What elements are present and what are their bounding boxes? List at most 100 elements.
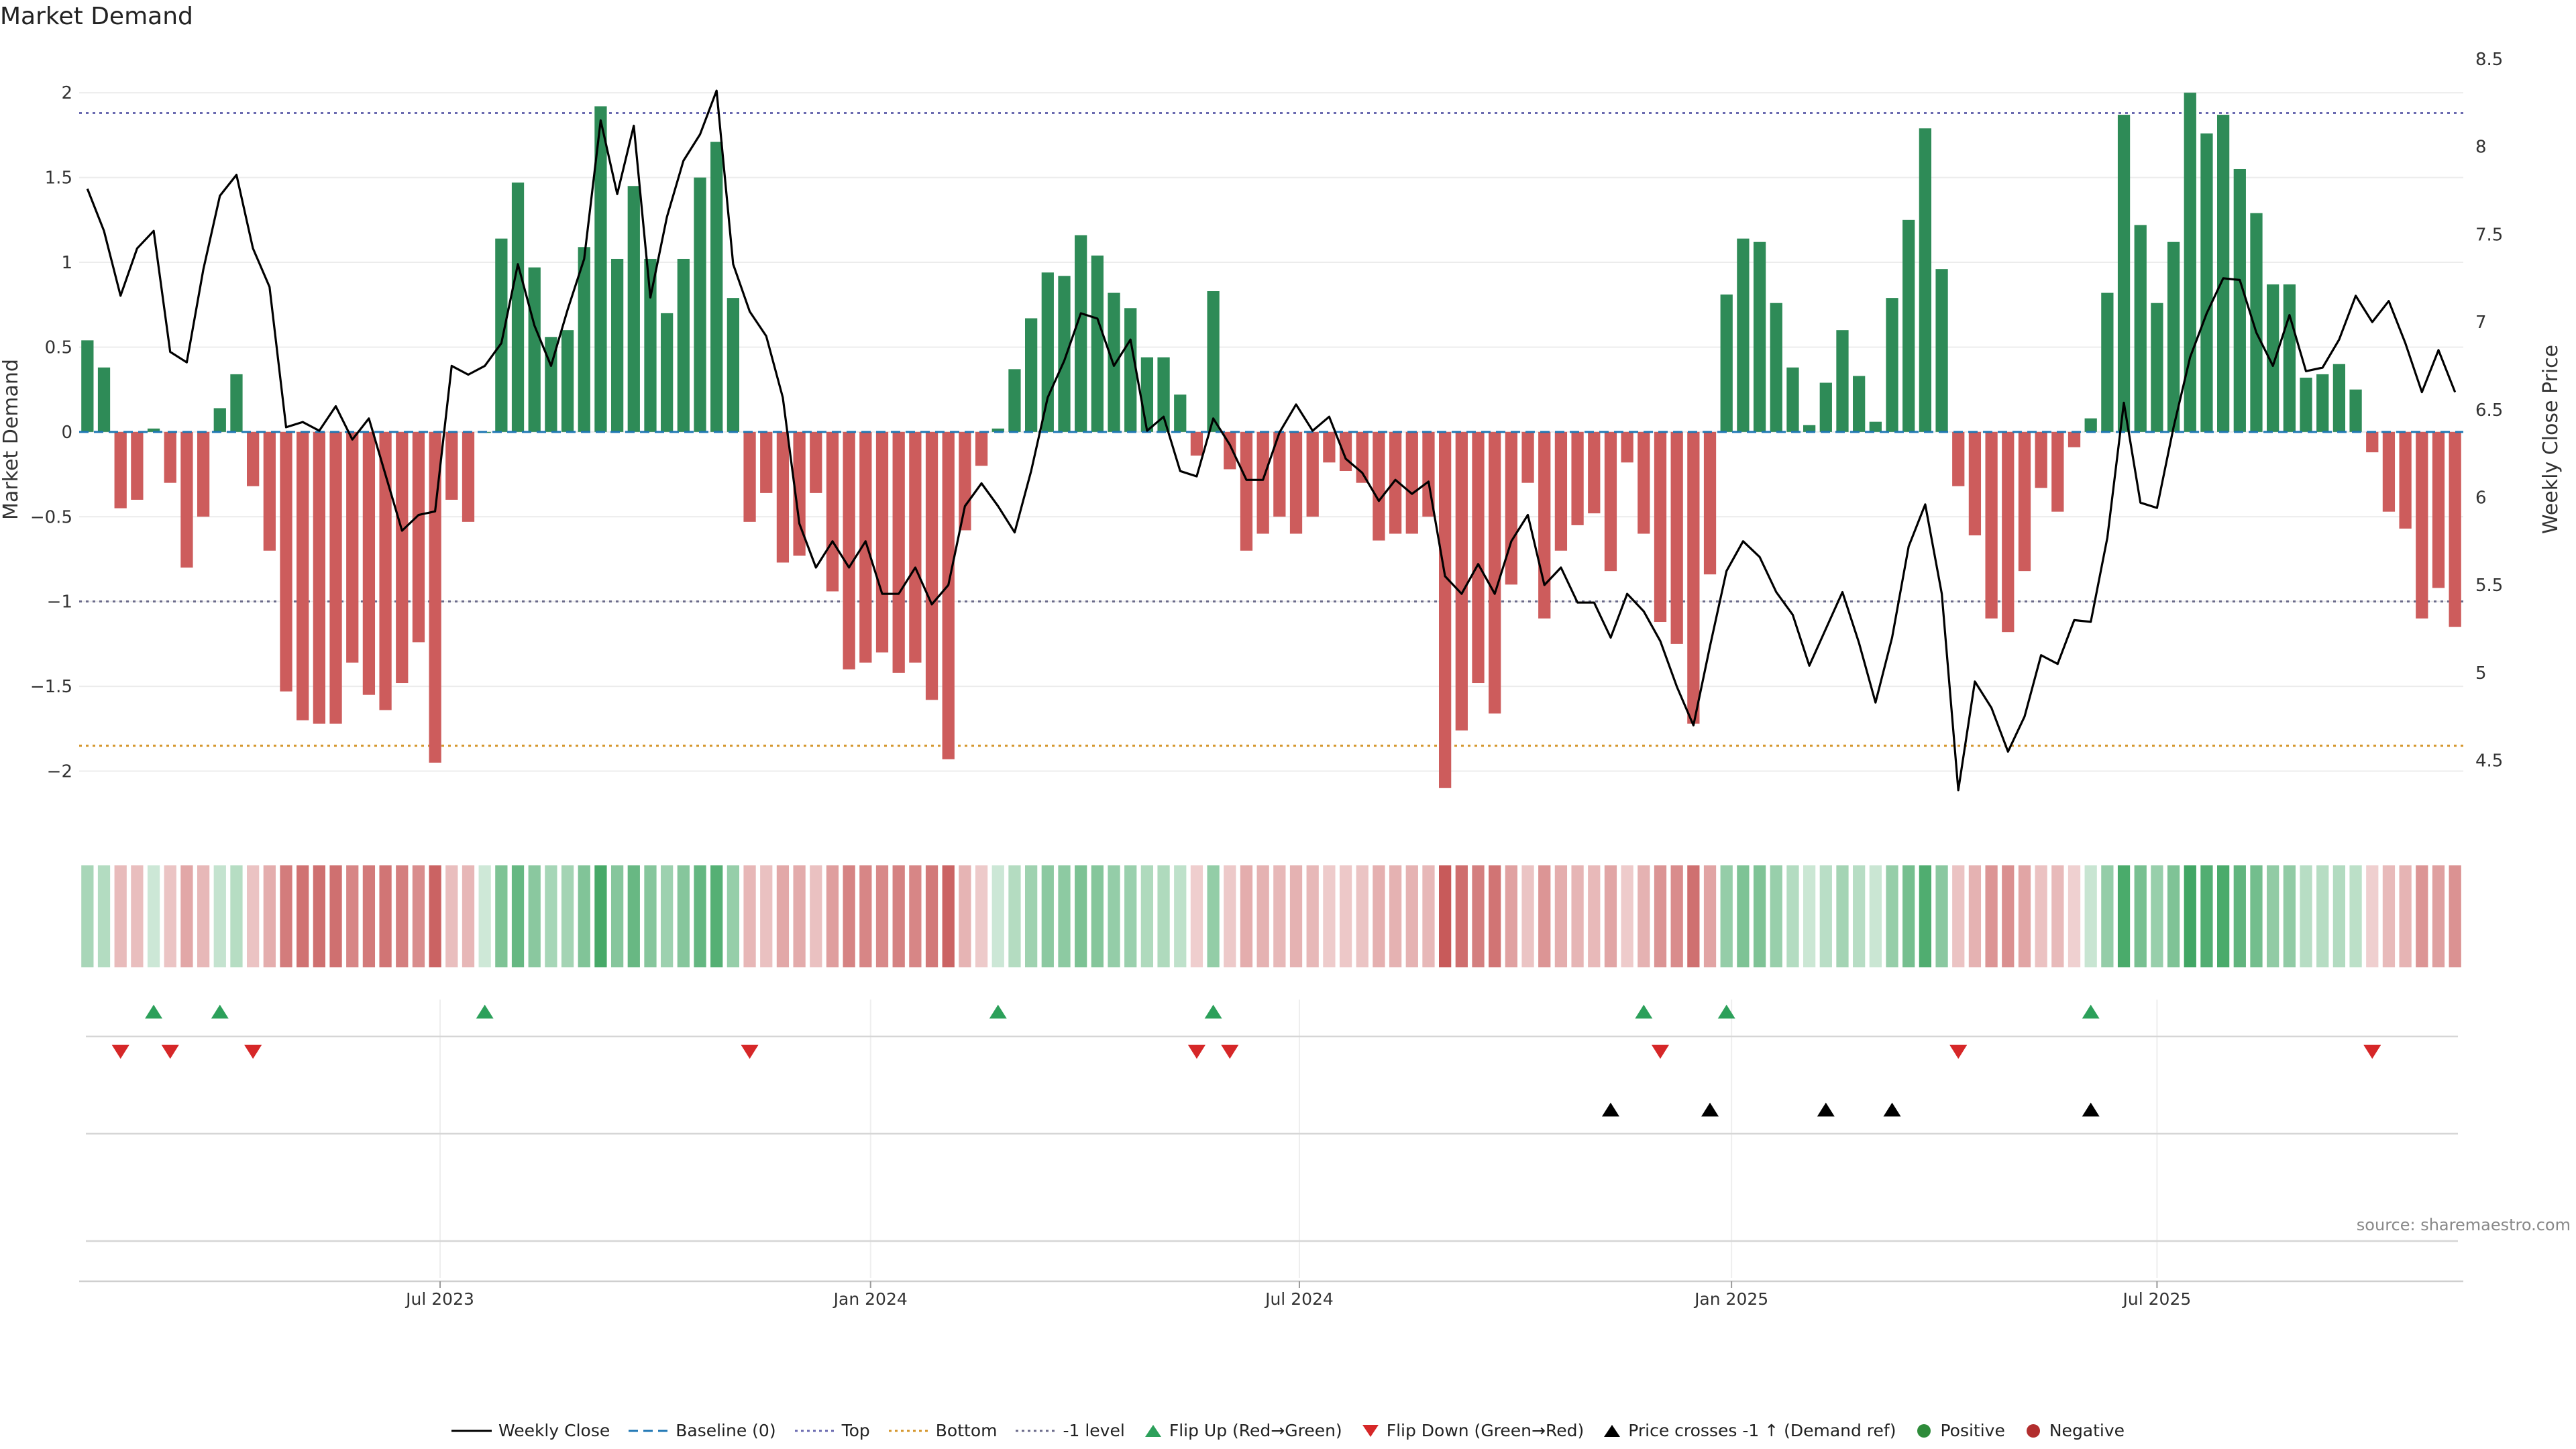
heat-cell xyxy=(661,865,674,967)
axes: 2 1.5 1 0.5 0 −0.5 −1 −1.5 −2 8.5 8 7.5 7 6.5 6 5.5 5 4.5… xyxy=(30,50,2504,1309)
demand-bar xyxy=(1869,421,1882,432)
heat-cell xyxy=(2366,865,2379,967)
demand-bar xyxy=(710,142,723,432)
heat-cell xyxy=(1786,865,1799,967)
demand-bar xyxy=(1604,431,1617,572)
heat-cell xyxy=(1505,865,1517,967)
heat-cell xyxy=(2002,865,2015,967)
heat-cell xyxy=(578,865,590,967)
y2-tick-label: 7.5 xyxy=(2475,225,2503,245)
legend-item: Negative xyxy=(2024,1421,2125,1440)
heat-cell xyxy=(2332,865,2346,967)
heat-cell xyxy=(793,865,806,967)
heat-cell xyxy=(1389,865,1402,967)
demand-bar xyxy=(1521,431,1534,483)
heat-cell xyxy=(2250,865,2263,967)
heat-cell xyxy=(247,865,260,967)
heat-cell xyxy=(2349,865,2362,967)
heat-cell xyxy=(1472,865,1485,967)
heat-cell xyxy=(561,865,574,967)
demand-bar xyxy=(1108,292,1120,432)
demand-bar xyxy=(859,431,872,663)
demand-bar xyxy=(2217,115,2230,432)
heat-cell xyxy=(263,865,276,967)
heat-cell xyxy=(1091,865,1104,967)
x-tick-label: Jul 2025 xyxy=(2122,1289,2192,1309)
baseline-dash-icon xyxy=(629,1430,669,1432)
demand-bar xyxy=(1240,431,1253,551)
heat-cell xyxy=(2084,865,2097,967)
heat-cell xyxy=(412,865,425,967)
heat-cell xyxy=(2117,865,2131,967)
demand-bar xyxy=(1091,255,1104,432)
heat-cell xyxy=(2101,865,2114,967)
event-markers xyxy=(111,1004,2381,1117)
heat-cell xyxy=(1621,865,1633,967)
heat-cell xyxy=(429,865,441,967)
heat-cell xyxy=(1190,865,1203,967)
heat-cell xyxy=(1455,865,1468,967)
heat-cell xyxy=(97,865,111,967)
heat-cell xyxy=(1373,865,1385,967)
demand-bar xyxy=(2018,431,2031,572)
flip-up-marker xyxy=(1635,1004,1653,1019)
flip-down-marker xyxy=(1949,1044,1968,1059)
heat-cell xyxy=(843,865,855,967)
heat-cell xyxy=(2051,865,2064,967)
demand-bar xyxy=(1489,431,1501,714)
demand-bar xyxy=(2117,115,2131,432)
heat-cell xyxy=(81,865,94,967)
demand-bar xyxy=(776,431,790,563)
flip-down-marker xyxy=(1651,1044,1669,1059)
y2-tick-label: 7 xyxy=(2475,313,2487,333)
heat-cell xyxy=(297,865,309,967)
flip-up-marker xyxy=(1717,1004,1735,1019)
demand-bar xyxy=(1472,431,1485,684)
y-tick-label: 2 xyxy=(61,83,72,103)
heat-cell xyxy=(710,865,723,967)
heat-cell xyxy=(164,865,176,967)
demand-bar xyxy=(1687,431,1700,724)
heat-cell xyxy=(892,865,905,967)
heat-cell xyxy=(1869,865,1882,967)
price-cross-marker xyxy=(1601,1102,1619,1117)
demand-bar xyxy=(2167,241,2180,432)
demand-bar xyxy=(511,182,525,432)
demand-bar xyxy=(1289,431,1303,534)
legend-label: Flip Down (Green→Red) xyxy=(1386,1421,1585,1440)
demand-bar xyxy=(909,431,922,663)
demand-bar xyxy=(180,431,193,568)
heat-cell xyxy=(2382,865,2396,967)
heat-cell xyxy=(1356,865,1368,967)
heat-cell xyxy=(478,865,491,967)
demand-bar xyxy=(843,431,855,669)
demand-bar xyxy=(1638,431,1650,534)
heat-cell xyxy=(1439,865,1452,967)
legend-label: -1 level xyxy=(1063,1421,1125,1440)
demand-bar xyxy=(1140,357,1154,432)
demand-bar xyxy=(1256,431,1269,534)
legend-item: Price crosses -1 ↑ (Demand ref) xyxy=(1603,1421,1896,1440)
heat-cell xyxy=(1422,865,1435,967)
heat-cell xyxy=(1720,865,1733,967)
heat-cell xyxy=(1737,865,1750,967)
heat-cell xyxy=(810,865,822,967)
heat-cell xyxy=(2267,865,2279,967)
demand-bar xyxy=(1968,431,1982,536)
flip-up-marker xyxy=(476,1004,494,1019)
demand-bar xyxy=(2151,303,2163,432)
x-tick-label: Jan 2024 xyxy=(833,1289,908,1309)
bottom-dot-icon xyxy=(888,1430,929,1432)
demand-bar xyxy=(247,431,260,486)
legend-swatch-triangle xyxy=(1362,1424,1379,1437)
demand-bar xyxy=(1803,425,1816,432)
heat-cell xyxy=(346,865,359,967)
heat-cell xyxy=(1968,865,1982,967)
heat-cell xyxy=(1008,865,1021,967)
chart-title: Market Demand xyxy=(0,3,193,30)
heat-cell xyxy=(180,865,193,967)
legend-item: Bottom xyxy=(888,1421,997,1440)
heat-cell xyxy=(1140,865,1154,967)
demand-bar xyxy=(1902,219,1915,432)
demand-bar xyxy=(213,408,226,432)
